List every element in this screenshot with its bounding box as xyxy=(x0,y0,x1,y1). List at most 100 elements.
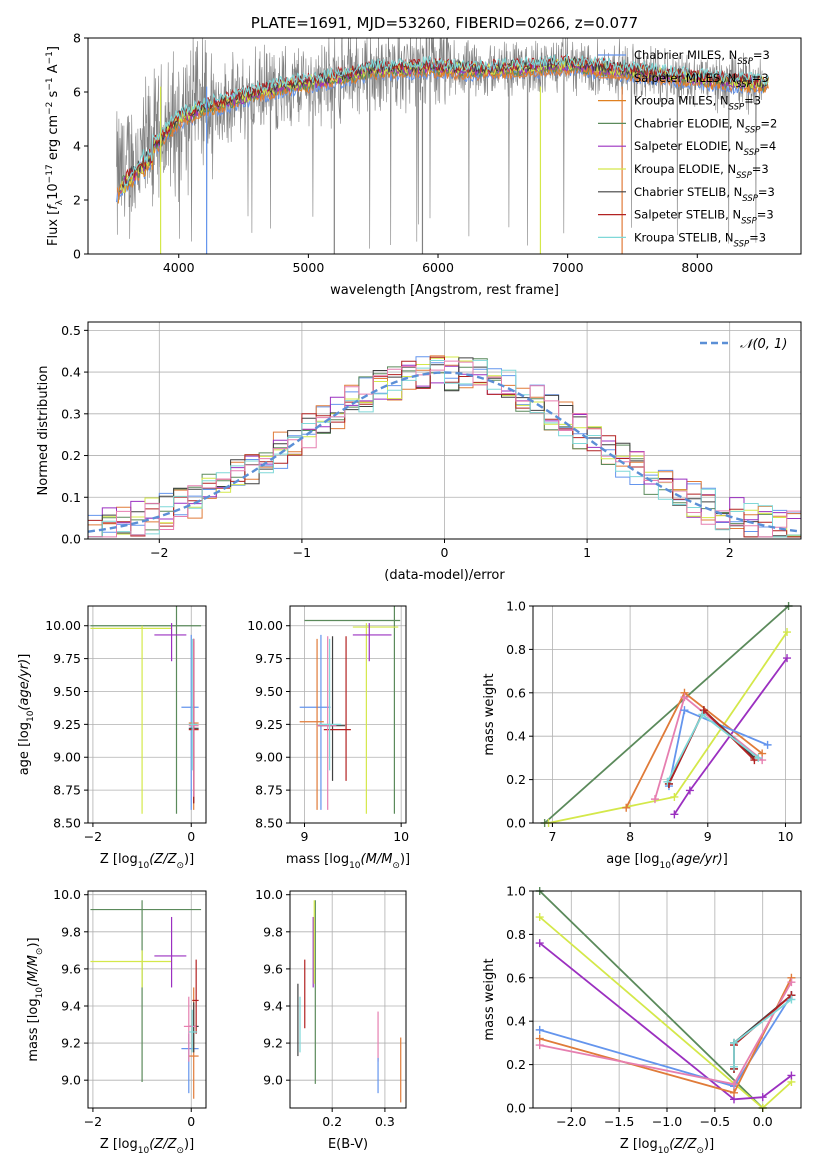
x-axis-label: (data-model)/error xyxy=(384,568,505,583)
legend-nssp-sub: SSP xyxy=(742,194,758,204)
y-axis-label-part: ⊙ xyxy=(35,948,45,956)
y-tick-label: 9.4 xyxy=(263,998,283,1013)
legend-entry: Salpeter MILES, NSSP=3 xyxy=(634,71,769,90)
x-axis-label-part: log xyxy=(118,852,138,867)
x-tick-label: 2 xyxy=(726,545,734,560)
y-axis-label-part: log xyxy=(17,722,32,742)
x-tick-label: 5000 xyxy=(292,260,324,275)
mass-weight-marker xyxy=(622,803,631,812)
x-tick-label: 9 xyxy=(704,829,712,844)
x-tick-label: 10 xyxy=(393,829,409,844)
weight-metallicity-panel: −2.0 −1.5 −1.0 −0.5 0.0 0.0 0.2 0.4 0.6 0.8 1.0 Z [… xyxy=(482,884,802,1156)
x-axis-label-part: Z [ xyxy=(100,1137,118,1152)
y-tick-label: 9.00 xyxy=(53,750,81,765)
mass-weight-marker xyxy=(787,995,796,1004)
y-tick-label: 9.4 xyxy=(61,998,81,1013)
y-tick-label: 9.2 xyxy=(61,1036,81,1051)
mass-weight-marker xyxy=(730,1062,738,1071)
mass-weight-marker xyxy=(787,978,796,987)
y-tick-label: 8 xyxy=(73,31,81,46)
y-tick-label: 0.6 xyxy=(506,685,526,700)
spectrum-panel: 4000 5000 6000 7000 8000 0 2 4 6 8 PLATE=1691, MJD… xyxy=(45,14,802,298)
mass-weight-marker xyxy=(730,1038,738,1047)
y-tick-label: 10.0 xyxy=(255,887,283,902)
y-tick-label: 10.00 xyxy=(247,618,283,633)
x-tick-label: 0.2 xyxy=(322,1114,342,1129)
y-axis-label-part: −1 xyxy=(45,77,55,90)
y-tick-label: 1.0 xyxy=(506,884,526,899)
y-tick-label: 6 xyxy=(73,85,81,100)
y-axis-label-part: log xyxy=(26,998,41,1018)
x-axis-label-part: ] xyxy=(723,852,728,867)
legend-series-name: Salpeter ELODIE, N xyxy=(634,139,744,153)
y-axis-label-part: −1 xyxy=(45,51,55,64)
legend-nssp-value: =2 xyxy=(760,116,777,130)
x-tick-label: −1.5 xyxy=(604,1114,634,1129)
x-axis-label-part: Z [ xyxy=(620,1137,638,1152)
x-axis-label-part: log xyxy=(329,852,349,867)
legend-nssp-sub: SSP xyxy=(737,57,753,67)
x-axis-label: Z [log10(Z/Z⊙)] xyxy=(620,1137,714,1156)
mass-weight-line xyxy=(539,891,764,1108)
y-tick-label: 9.25 xyxy=(53,717,81,732)
mass-weight-marker xyxy=(535,1025,544,1034)
y-tick-label: 1.0 xyxy=(506,599,526,614)
y-tick-label: 0.2 xyxy=(506,772,526,787)
y-tick-label: 0.0 xyxy=(506,1101,526,1116)
y-axis-label-part: ] xyxy=(46,46,61,51)
mass-weight-marker xyxy=(670,810,679,819)
axes-frame xyxy=(289,890,407,1109)
y-tick-label: 0.8 xyxy=(506,927,526,942)
y-tick-label: 0.2 xyxy=(506,1057,526,1072)
x-axis-label-part: (Z/Z xyxy=(149,1137,177,1152)
y-tick-label: 0.2 xyxy=(61,448,81,463)
x-tick-label: 9 xyxy=(301,829,309,844)
model-spectrum xyxy=(116,64,769,203)
y-tick-label: 0.0 xyxy=(61,532,81,547)
y-axis-label-part: (M/M xyxy=(26,955,41,987)
legend-series-name: Kroupa MILES, N xyxy=(634,94,729,108)
y-tick-label: 9.75 xyxy=(53,651,81,666)
mass-weight-marker xyxy=(763,740,772,749)
x-tick-label: −2 xyxy=(84,1114,102,1129)
y-tick-label: 0.6 xyxy=(506,970,526,985)
y-axis-label: Flux [fλ10−17 erg cm−2 s−1 A−1] xyxy=(45,46,65,246)
y-axis-label-part: s xyxy=(46,90,61,101)
y-axis-label-part: ] xyxy=(17,654,32,659)
mass-weight-line xyxy=(539,942,792,1101)
x-axis-label-part: )] xyxy=(184,1137,194,1152)
mass-weight-marker xyxy=(787,1071,796,1080)
mass-weight-marker xyxy=(685,786,694,795)
x-axis-label-part: 10 xyxy=(138,861,150,871)
mass-weight-marker xyxy=(650,795,659,804)
x-axis-label-part: 10 xyxy=(349,861,361,871)
mass-weight-marker xyxy=(730,1080,738,1089)
x-tick-label: −2.0 xyxy=(556,1114,586,1129)
y-axis-label-part: erg cm xyxy=(46,115,61,164)
y-tick-label: 9.6 xyxy=(61,961,81,976)
y-tick-label: 9.8 xyxy=(61,924,81,939)
y-tick-label: 0.5 xyxy=(61,323,81,338)
mass-weight-line xyxy=(539,916,793,1108)
normal-distribution-curve xyxy=(88,371,801,533)
legend-nssp-value: =3 xyxy=(752,71,769,85)
y-axis-label-part: λ xyxy=(55,199,65,205)
y-tick-label: 9.0 xyxy=(61,1073,81,1088)
y-tick-label: 0.4 xyxy=(506,729,526,744)
x-axis-label-part: )] xyxy=(184,852,194,867)
x-axis-label-part: (M/M xyxy=(361,852,393,867)
y-axis-label-part: −2 xyxy=(45,102,55,115)
residual-histogram-panel: −2 −1 0 1 2 0.0 0.1 0.2 0.3 0.4 0.5 (data-model)/er… xyxy=(36,321,802,583)
x-tick-label: −2 xyxy=(84,829,102,844)
x-tick-label: 0 xyxy=(441,545,449,560)
legend-entry: Chabrier STELIB, NSSP=3 xyxy=(634,185,775,204)
legend-series-name: Chabrier MILES, N xyxy=(634,48,737,62)
mass-age-panel: 9 10 8.50 8.75 9.00 9.25 9.50 9.75 10.00 mass [lo… xyxy=(247,605,410,871)
y-tick-label: 9.8 xyxy=(263,924,283,939)
residual-histogram xyxy=(88,360,801,538)
x-tick-label: −1 xyxy=(293,545,311,560)
axes-frame xyxy=(289,605,407,824)
extinction-mass-panel: 0.2 0.3 9.0 9.2 9.4 9.6 9.8 10.0 E(B-V) xyxy=(255,887,407,1152)
